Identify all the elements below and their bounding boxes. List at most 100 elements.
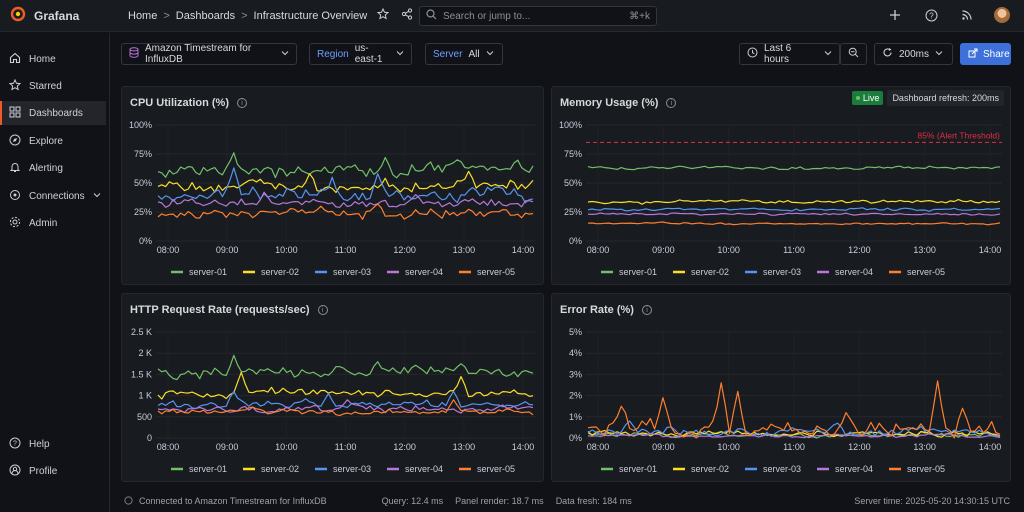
- region-variable[interactable]: Region us-east-1: [309, 43, 412, 65]
- legend-item[interactable]: server-02: [691, 267, 729, 277]
- sidebar-item-explore[interactable]: Explore: [0, 129, 106, 153]
- series-line-server-03: [157, 390, 534, 410]
- sidebar-item-label: Starred: [29, 80, 62, 92]
- x-tick-label: 10:00: [717, 442, 740, 452]
- legend-item[interactable]: server-01: [189, 464, 227, 474]
- legend-item[interactable]: server-02: [261, 267, 299, 277]
- legend-item[interactable]: server-03: [763, 464, 801, 474]
- sidebar-item-label: Alerting: [29, 162, 63, 174]
- connection-status: Connected to Amazon Timestream for Influ…: [139, 496, 327, 506]
- search-input[interactable]: Search or jump to... ⌘+k: [419, 6, 657, 26]
- sidebar-item-label: Explore: [29, 135, 63, 147]
- sidebar-item-profile[interactable]: Profile: [0, 459, 106, 483]
- legend-item[interactable]: server-04: [835, 464, 873, 474]
- y-tick-label: 1.5 K: [131, 369, 152, 379]
- brand[interactable]: Grafana: [0, 6, 110, 25]
- cpu-chart[interactable]: 0% 25% 50% 75% 100% 08:00 09:00 10:00 11:00 12:00…: [122, 87, 545, 286]
- svg-text:?: ?: [13, 440, 17, 447]
- help-circle-icon[interactable]: ?: [922, 6, 940, 24]
- legend-item[interactable]: server-03: [333, 267, 371, 277]
- legend-item[interactable]: server-04: [405, 267, 443, 277]
- grid-icon: [9, 106, 21, 121]
- chevron-down-icon[interactable]: [93, 191, 101, 202]
- y-tick-label: 2 K: [138, 348, 152, 358]
- sidebar-item-help[interactable]: ? Help: [0, 432, 106, 456]
- sidebar-item-alerting[interactable]: Alerting: [0, 156, 106, 180]
- zoom-out-button[interactable]: [840, 43, 867, 65]
- http-chart[interactable]: 0 500 1 K 1.5 K 2 K 2.5 K 08:00 09:00 10:00 11:00…: [122, 294, 545, 483]
- legend-item[interactable]: server-04: [405, 464, 443, 474]
- breadcrumb-separator: >: [241, 9, 248, 22]
- top-bar: Grafana Home > Dashboards > Infrastructu…: [0, 0, 1024, 32]
- star-icon: [8, 78, 22, 94]
- sidebar-item-dashboards[interactable]: Dashboards: [0, 101, 106, 125]
- plug-icon: [9, 189, 21, 204]
- datasource-picker[interactable]: Amazon Timestream for InfluxDB: [121, 43, 297, 65]
- series-line-server-04: [587, 432, 1001, 439]
- series-line-server-01: [157, 354, 534, 381]
- y-tick-label: 5%: [569, 327, 582, 337]
- legend-item[interactable]: server-02: [261, 464, 299, 474]
- memory-chart[interactable]: 0% 25% 50% 75% 100% 08:00 09:00 10:00 11:00 12:00…: [552, 87, 1012, 286]
- plus-icon[interactable]: [886, 6, 904, 24]
- y-tick-label: 1 K: [138, 391, 152, 401]
- legend-item[interactable]: server-03: [333, 464, 371, 474]
- refresh-picker[interactable]: 200ms: [874, 43, 953, 65]
- x-tick-label: 10:00: [717, 245, 740, 255]
- legend-item[interactable]: server-05: [907, 464, 945, 474]
- breadcrumb-current: Infrastructure Overview: [253, 9, 368, 22]
- time-range-picker[interactable]: Last 6 hours: [739, 43, 840, 65]
- breadcrumb-dashboards[interactable]: Dashboards: [175, 9, 236, 22]
- info-icon[interactable]: i: [666, 98, 677, 108]
- legend-item[interactable]: server-01: [619, 267, 657, 277]
- sidebar-item-connections[interactable]: Connections: [0, 184, 106, 208]
- series-line-server-01: [157, 152, 534, 179]
- avatar[interactable]: [994, 7, 1010, 23]
- info-icon[interactable]: i: [237, 98, 247, 108]
- x-tick-label: 11:00: [783, 245, 805, 255]
- share-link-icon[interactable]: [401, 8, 413, 23]
- breadcrumb-home[interactable]: Home: [128, 9, 158, 22]
- y-tick-label: 0%: [569, 236, 582, 246]
- series-line-server-05: [157, 399, 534, 417]
- search-shortcut: ⌘+k: [629, 10, 650, 22]
- user-icon: [9, 464, 21, 479]
- panel-title: HTTP Request Rate (requests/sec) i: [130, 304, 328, 316]
- sidebar-item-home[interactable]: Home: [0, 47, 106, 71]
- info-icon[interactable]: i: [317, 305, 328, 315]
- live-dot-icon: [855, 96, 860, 100]
- sidebar-item-starred[interactable]: Starred: [0, 74, 106, 98]
- star-icon[interactable]: [377, 7, 390, 23]
- series-line-server-04: [157, 191, 534, 208]
- legend-item[interactable]: server-02: [691, 464, 729, 474]
- sidebar-item-label: Help: [29, 438, 50, 450]
- x-tick-label: 12:00: [848, 442, 871, 452]
- legend-item[interactable]: server-01: [189, 267, 227, 277]
- sidebar-item-admin[interactable]: Admin: [0, 211, 106, 235]
- x-tick-label: 13:00: [913, 442, 936, 452]
- x-tick-label: 08:00: [587, 245, 610, 255]
- live-badge-text: Live: [862, 93, 880, 103]
- zoom-out-icon: [848, 47, 859, 61]
- server-variable[interactable]: Server All: [425, 43, 503, 65]
- x-tick-label: 14:00: [979, 442, 1002, 452]
- legend-item[interactable]: server-05: [907, 267, 945, 277]
- series-line-server-02: [157, 371, 534, 400]
- home-icon: [9, 52, 21, 67]
- legend-item[interactable]: server-01: [619, 464, 657, 474]
- x-tick-label: 09:00: [216, 442, 239, 452]
- info-icon[interactable]: i: [641, 305, 652, 315]
- legend-item[interactable]: server-05: [477, 464, 515, 474]
- rss-icon[interactable]: [958, 6, 976, 24]
- series-line-server-05: [587, 221, 1001, 226]
- y-tick-label: 3%: [569, 369, 582, 379]
- panel-memory: 0% 25% 50% 75% 100% 08:00 09:00 10:00 11:00 12:00…: [551, 86, 1011, 285]
- y-tick-label: 2.5 K: [131, 327, 152, 337]
- legend-item[interactable]: server-05: [477, 267, 515, 277]
- legend-item[interactable]: server-03: [763, 267, 801, 277]
- panel-error: 0% 1% 2% 3% 4% 5% 08:00 09:00 10:00 11:00 12:00 13:…: [551, 293, 1011, 482]
- x-tick-label: 11:00: [335, 245, 357, 255]
- legend-item[interactable]: server-04: [835, 267, 873, 277]
- share-button[interactable]: Share: [960, 43, 1011, 65]
- error-chart[interactable]: 0% 1% 2% 3% 4% 5% 08:00 09:00 10:00 11:00 12:00 13:…: [552, 294, 1012, 483]
